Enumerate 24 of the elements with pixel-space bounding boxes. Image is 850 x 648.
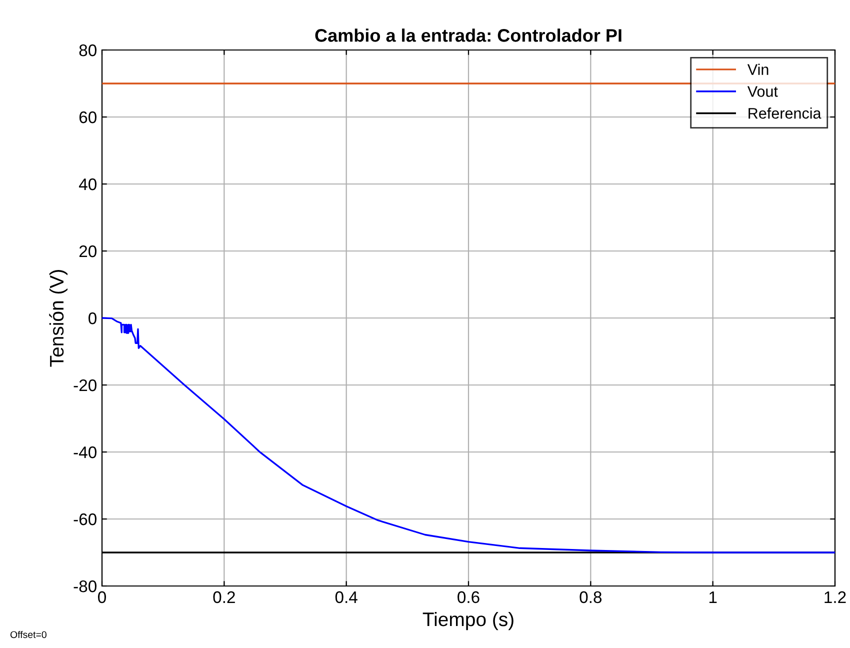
x-tick-label: 0.6 <box>458 591 480 604</box>
x-tick-label: 0.2 <box>213 591 235 604</box>
x-tick-label: 0.4 <box>335 591 358 604</box>
y-tick-label: 60 <box>79 111 96 124</box>
x-tick-label: 1 <box>709 591 717 603</box>
y-tick-label: 0 <box>88 312 96 324</box>
legend-label: Referencia <box>748 108 822 119</box>
x-tick-label: 1.2 <box>824 591 846 603</box>
legend-label: Vout <box>747 86 778 97</box>
y-tick-label: -40 <box>74 446 96 458</box>
x-tick-label: 0 <box>98 591 106 604</box>
y-tick-label: 80 <box>79 44 96 56</box>
y-tick-label: -60 <box>74 513 96 526</box>
x-axis-title: Tiempo (s) <box>422 612 514 630</box>
legend-label: Vin <box>747 64 768 75</box>
text: Offset=0 <box>10 630 46 638</box>
line-series <box>102 317 835 554</box>
y-axis-title: Tensión (V) <box>49 270 68 367</box>
y-tick-label: 40 <box>78 178 96 190</box>
x-tick-label: 0.8 <box>580 591 602 604</box>
y-tick-label: -80 <box>74 580 96 592</box>
y-tick-label: -20 <box>74 379 96 392</box>
chart-title: Cambio a la entrada: Controlador PI <box>315 28 622 42</box>
y-tick-label: 20 <box>79 245 96 258</box>
